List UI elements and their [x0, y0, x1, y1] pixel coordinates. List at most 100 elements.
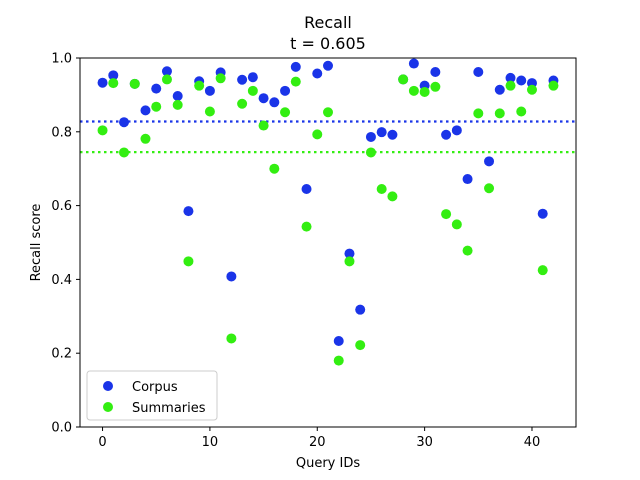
data-point-corpus — [365, 131, 376, 142]
data-point-summaries — [226, 333, 237, 344]
x-tick-label: 0 — [98, 435, 106, 450]
data-point-summaries — [494, 108, 505, 119]
data-point-summaries — [129, 78, 140, 89]
y-tick-label: 0.8 — [51, 125, 72, 140]
data-point-summaries — [333, 355, 344, 366]
data-point-summaries — [548, 80, 559, 91]
x-tick-label: 30 — [416, 435, 433, 450]
data-point-corpus — [387, 129, 398, 140]
data-point-corpus — [290, 61, 301, 72]
data-point-summaries — [183, 256, 194, 267]
data-point-summaries — [462, 245, 473, 256]
data-point-corpus — [237, 74, 248, 85]
data-point-summaries — [97, 125, 108, 136]
data-point-summaries — [108, 78, 119, 89]
data-point-summaries — [161, 74, 172, 85]
data-point-corpus — [151, 83, 162, 94]
data-point-summaries — [119, 147, 130, 158]
x-tick-label: 10 — [202, 435, 219, 450]
data-point-summaries — [516, 106, 527, 117]
data-point-corpus — [140, 105, 151, 116]
data-point-summaries — [204, 106, 215, 117]
series-summaries — [97, 73, 559, 366]
legend-label-summaries: Summaries — [132, 401, 206, 416]
data-point-summaries — [344, 256, 355, 267]
legend-label-corpus: Corpus — [132, 380, 178, 395]
data-point-summaries — [441, 209, 452, 220]
data-point-summaries — [419, 86, 430, 97]
y-tick-label: 1.0 — [51, 52, 72, 67]
data-point-corpus — [333, 336, 344, 347]
data-point-summaries — [365, 147, 376, 158]
data-point-summaries — [526, 84, 537, 95]
data-point-summaries — [355, 340, 366, 351]
data-points — [97, 58, 559, 366]
x-axis-label: Query IDs — [296, 456, 360, 471]
data-point-summaries — [172, 99, 183, 110]
y-tick-label: 0.4 — [51, 273, 72, 288]
x-tick-label: 40 — [524, 435, 541, 450]
data-point-corpus — [312, 68, 323, 79]
data-point-summaries — [387, 191, 398, 202]
data-point-corpus — [97, 77, 108, 88]
data-point-summaries — [258, 120, 269, 131]
data-point-corpus — [355, 304, 366, 315]
data-point-corpus — [258, 93, 269, 104]
data-point-corpus — [430, 67, 441, 78]
x-tick-label: 20 — [309, 435, 326, 450]
chart-title: Recall — [304, 13, 352, 32]
data-point-corpus — [301, 183, 312, 194]
data-point-corpus — [161, 66, 172, 77]
legend: Corpus Summaries — [86, 370, 218, 421]
y-tick-label: 0.0 — [51, 421, 72, 436]
data-point-corpus — [247, 72, 258, 83]
data-point-corpus — [204, 85, 215, 96]
data-point-corpus — [172, 91, 183, 102]
data-point-summaries — [269, 163, 280, 174]
data-point-corpus — [473, 67, 484, 78]
data-point-corpus — [323, 60, 333, 71]
data-point-corpus — [505, 72, 516, 83]
data-point-summaries — [398, 74, 409, 85]
data-point-summaries — [290, 76, 301, 87]
y-axis-label: Recall score — [29, 204, 44, 282]
data-point-summaries — [537, 265, 548, 276]
chart-subtitle: t = 0.605 — [290, 34, 366, 53]
data-point-summaries — [376, 183, 387, 194]
data-point-corpus — [119, 117, 130, 128]
data-point-corpus — [226, 271, 237, 282]
data-point-summaries — [151, 101, 162, 112]
series-corpus — [97, 58, 559, 347]
y-tick-label: 0.2 — [51, 347, 72, 362]
data-point-summaries — [473, 108, 484, 119]
data-point-summaries — [247, 85, 258, 96]
data-point-summaries — [430, 81, 441, 92]
data-point-corpus — [516, 75, 527, 86]
data-point-corpus — [280, 85, 291, 96]
plot-frame — [79, 57, 577, 428]
data-point-corpus — [376, 127, 387, 138]
data-point-summaries — [194, 80, 205, 91]
legend-marker-summaries — [103, 402, 113, 412]
data-point-corpus — [462, 174, 473, 185]
y-tick-label: 0.6 — [51, 199, 72, 214]
data-point-corpus — [408, 58, 419, 69]
data-point-corpus — [269, 97, 280, 108]
data-point-summaries — [280, 107, 291, 118]
data-point-summaries — [140, 133, 151, 144]
data-point-corpus — [183, 206, 194, 217]
data-point-summaries — [408, 85, 419, 96]
data-point-summaries — [237, 98, 248, 109]
data-point-corpus — [451, 125, 462, 136]
data-point-corpus — [344, 248, 355, 259]
data-point-summaries — [323, 107, 333, 118]
legend-marker-corpus — [103, 381, 113, 391]
axis-ticks: 0 10 20 30 40 0.0 0.2 0.4 0.6 0.8 1.0 — [51, 52, 540, 451]
data-point-summaries — [484, 183, 495, 194]
data-point-summaries — [451, 219, 462, 230]
data-point-corpus — [537, 208, 548, 219]
data-point-summaries — [505, 80, 516, 91]
data-point-corpus — [108, 70, 119, 81]
data-point-corpus — [484, 156, 495, 167]
